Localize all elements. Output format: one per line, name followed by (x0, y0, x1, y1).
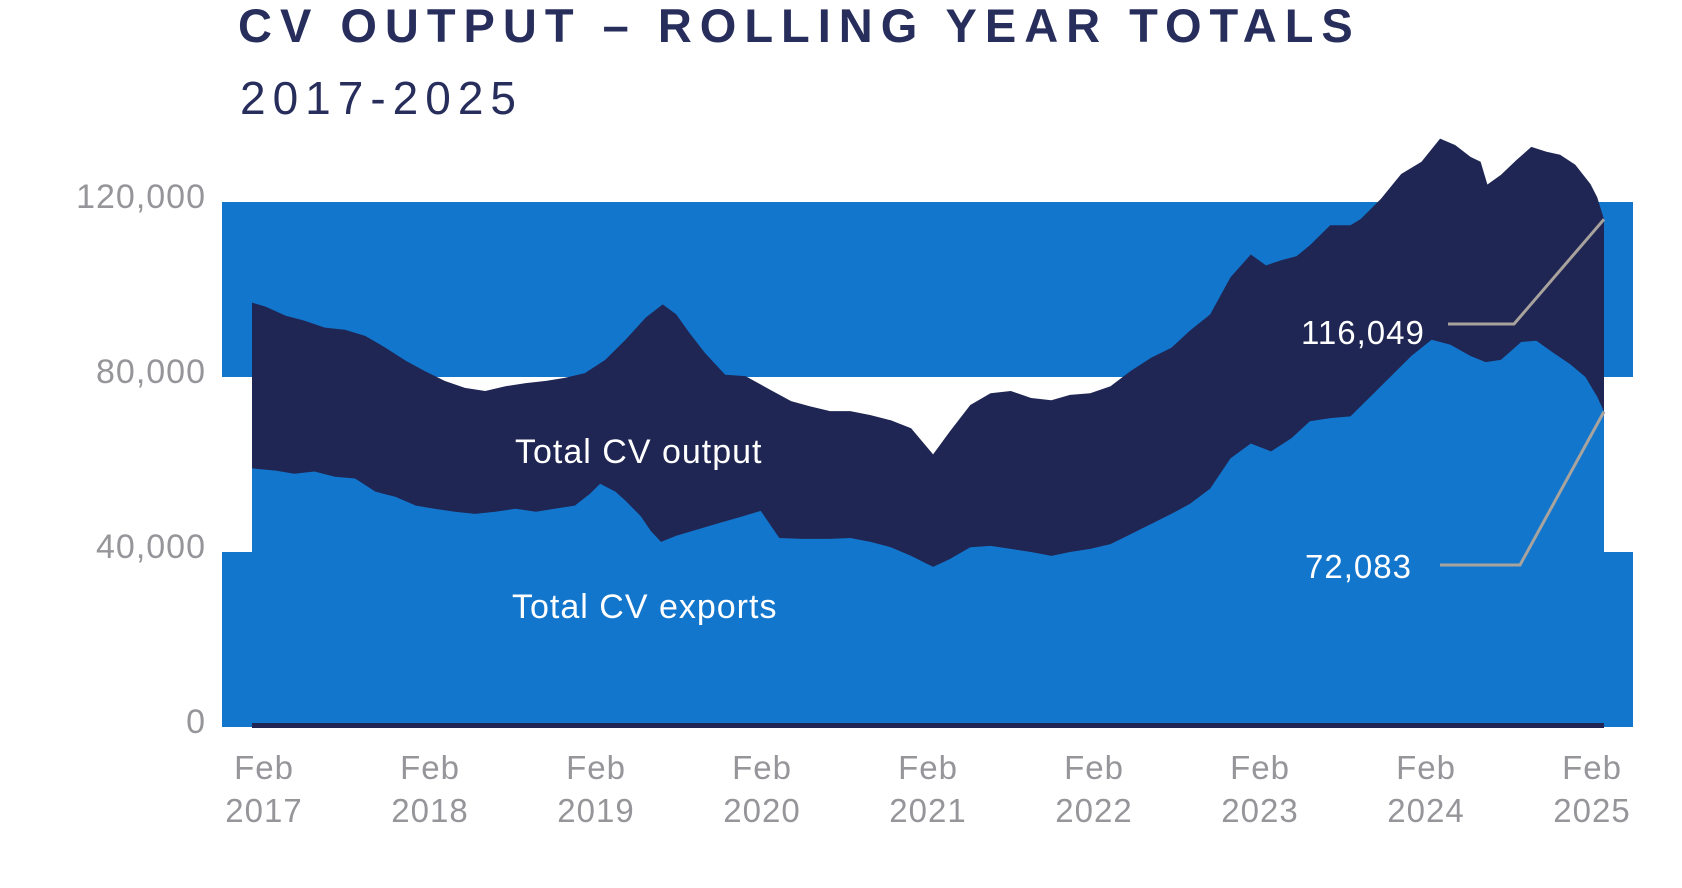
x-axis-tick-label-2017: Feb 2017 (184, 746, 344, 832)
x-axis-line (252, 723, 1604, 728)
x-tick-month: Feb (400, 749, 460, 786)
x-tick-year: 2018 (391, 792, 469, 829)
x-axis-tick-label-2019: Feb 2019 (516, 746, 676, 832)
x-tick-month: Feb (1562, 749, 1622, 786)
x-tick-month: Feb (566, 749, 626, 786)
area-total-cv-exports (252, 339, 1604, 727)
series-label-exports: Total CV exports (512, 588, 778, 626)
callout-exports-value: 72,083 (1305, 548, 1412, 585)
y-axis-tick-label-80000: 80,000 (96, 353, 206, 391)
x-axis-tick-label-2023: Feb 2023 (1180, 746, 1340, 832)
x-tick-year: 2020 (723, 792, 801, 829)
x-axis-tick-label-2022: Feb 2022 (1014, 746, 1174, 832)
x-axis-tick-label-2018: Feb 2018 (350, 746, 510, 832)
y-axis-tick-label-120000: 120,000 (76, 178, 206, 216)
x-tick-month: Feb (898, 749, 958, 786)
x-axis-tick-label-2020: Feb 2020 (682, 746, 842, 832)
chart-title: CV OUTPUT – ROLLING YEAR TOTALS (238, 0, 1361, 52)
x-tick-month: Feb (1396, 749, 1456, 786)
x-tick-year: 2019 (557, 792, 635, 829)
callout-line-output (1448, 218, 1606, 326)
x-tick-year: 2024 (1387, 792, 1465, 829)
callout-line-exports (1440, 410, 1606, 567)
x-axis-tick-label-2024: Feb 2024 (1346, 746, 1506, 832)
callout-output-value: 116,049 (1301, 314, 1425, 351)
y-axis-tick-label-0: 0 (186, 703, 206, 741)
x-tick-month: Feb (732, 749, 792, 786)
x-tick-year: 2021 (889, 792, 967, 829)
x-tick-month: Feb (234, 749, 294, 786)
y-axis-tick-label-40000: 40,000 (96, 528, 206, 566)
x-tick-year: 2022 (1055, 792, 1133, 829)
series-label-output: Total CV output (515, 433, 763, 471)
x-axis-tick-label-2025: Feb 2025 (1512, 746, 1672, 832)
x-tick-year: 2025 (1553, 792, 1631, 829)
x-tick-year: 2023 (1221, 792, 1299, 829)
chart-subtitle: 2017-2025 (240, 72, 523, 124)
x-axis-tick-label-2021: Feb 2021 (848, 746, 1008, 832)
x-tick-month: Feb (1230, 749, 1290, 786)
x-tick-month: Feb (1064, 749, 1124, 786)
x-tick-year: 2017 (225, 792, 303, 829)
